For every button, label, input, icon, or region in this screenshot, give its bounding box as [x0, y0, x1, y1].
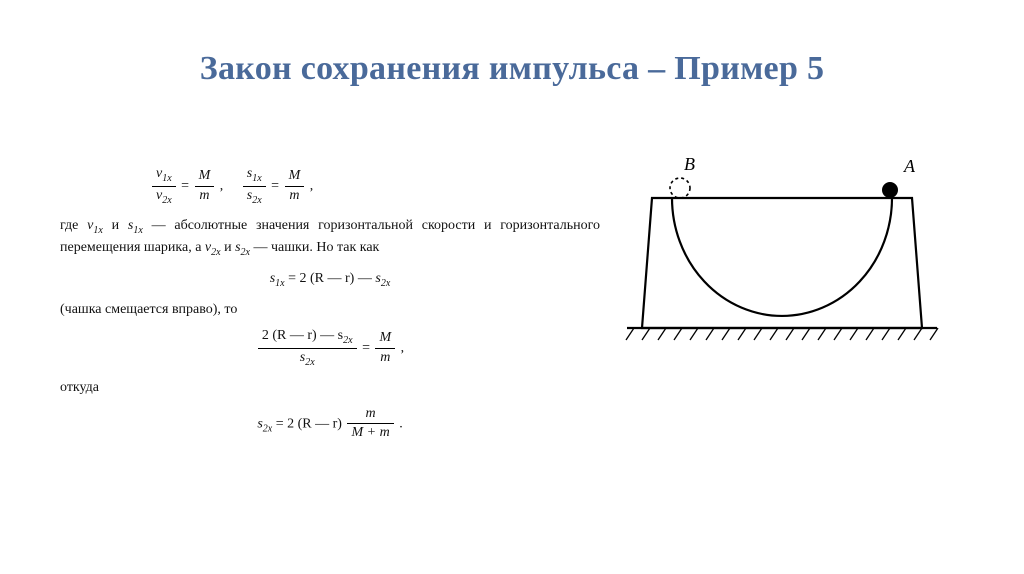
equation-3: 2 (R — r) — s2x s2x = M m , — [60, 328, 600, 369]
label-a: A — [903, 158, 916, 176]
equation-1: v1x v2x = M m , s1x s2x = M m — [60, 166, 600, 207]
content-area: v1x v2x = M m , s1x s2x = M m — [60, 158, 964, 450]
bowl-diagram: B A — [622, 158, 942, 358]
paragraph-1: где v1x и s1x — абсолютные значения гори… — [60, 215, 600, 261]
equation-4: s2x = 2 (R — r) m M + m . — [60, 406, 600, 443]
equation-2: s1x = 2 (R — r) — s2x — [60, 268, 600, 291]
page-title: Закон сохранения импульса – Пример 5 — [60, 50, 964, 88]
paragraph-2: (чашка смещается вправо), то — [60, 299, 600, 320]
diagram-column: B A — [600, 158, 964, 358]
text-column: v1x v2x = M m , s1x s2x = M m — [60, 158, 600, 450]
label-b: B — [684, 158, 695, 174]
paragraph-3: откуда — [60, 377, 600, 398]
